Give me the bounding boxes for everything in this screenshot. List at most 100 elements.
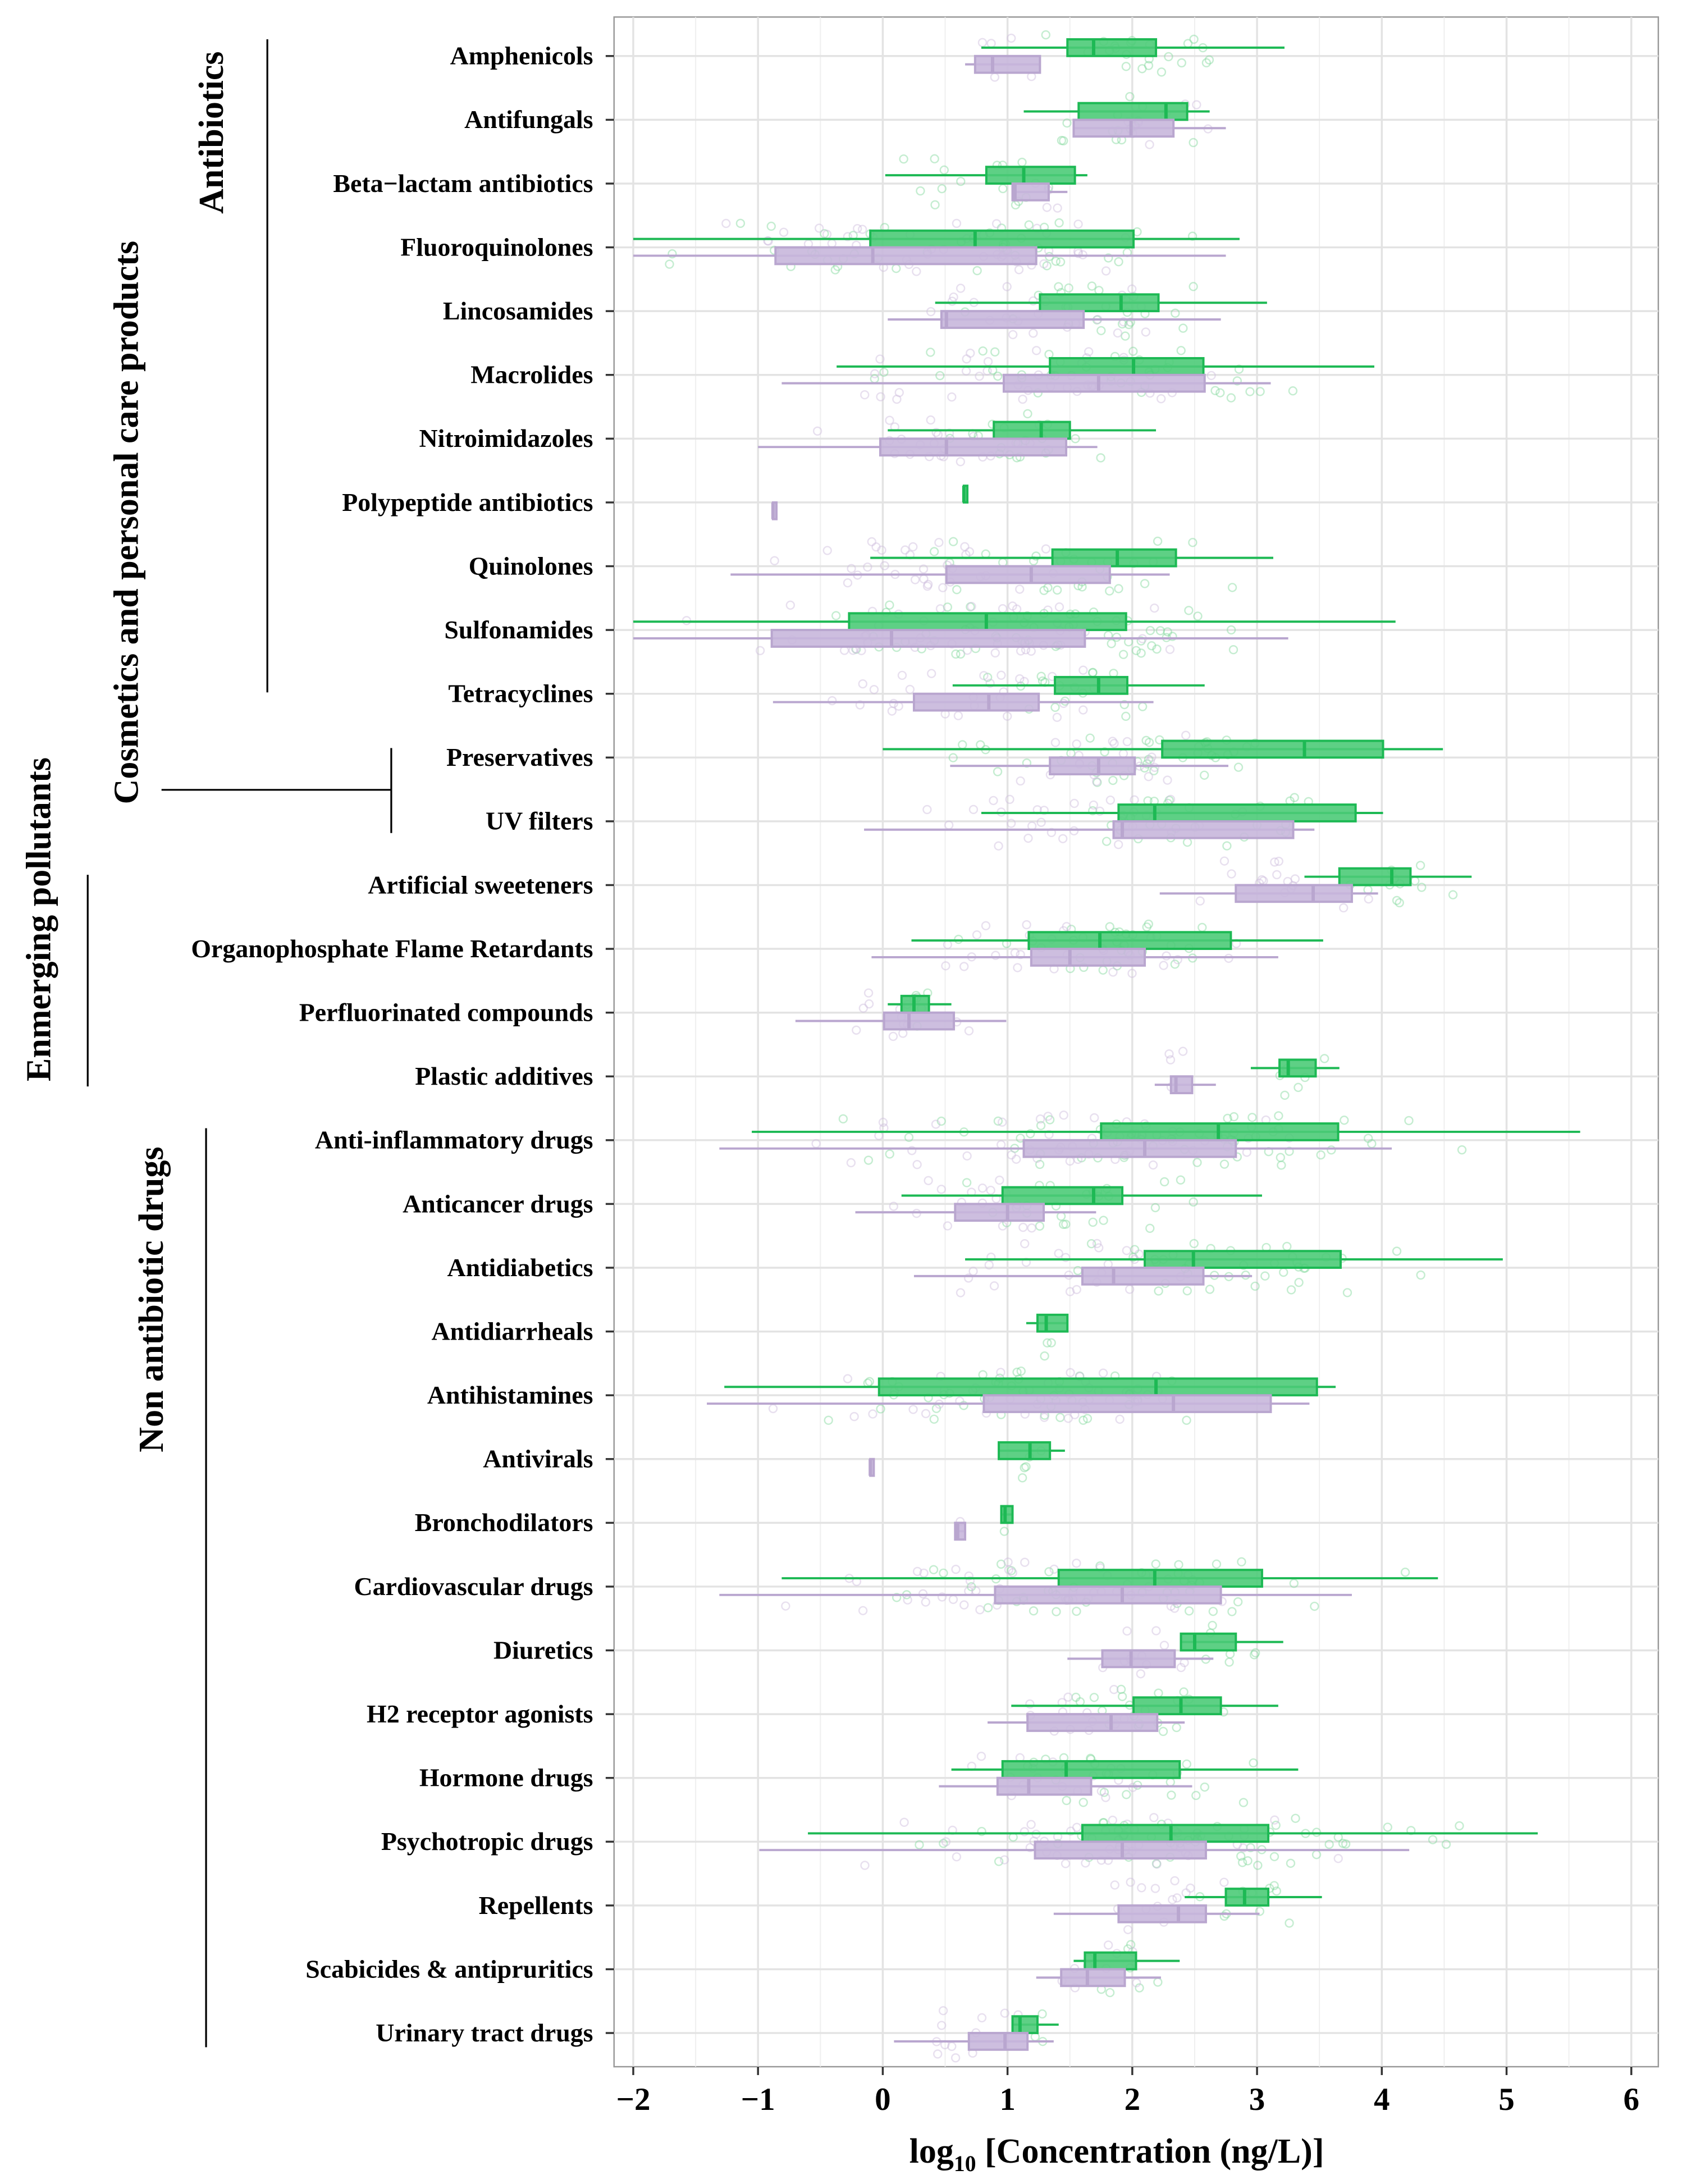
data-point-green xyxy=(929,1414,939,1424)
category-label: H2 receptor agonists xyxy=(367,1699,593,1728)
data-point-purple xyxy=(1127,284,1137,294)
data-point-purple xyxy=(876,392,885,401)
data-point-green xyxy=(936,1116,946,1126)
data-point-purple xyxy=(1013,963,1022,972)
data-point-green xyxy=(1117,1692,1127,1701)
data-point-purple xyxy=(1092,1239,1102,1249)
data-point-purple xyxy=(934,538,944,547)
data-point-purple xyxy=(1050,738,1061,747)
data-point-purple xyxy=(1072,1559,1081,1568)
data-point-green xyxy=(943,602,953,612)
data-point-green xyxy=(926,348,935,357)
data-point-purple xyxy=(858,1606,868,1615)
data-point-purple xyxy=(887,706,897,716)
x-tick-label: 2 xyxy=(1125,2082,1141,2117)
category-label: Antifungals xyxy=(464,105,593,134)
data-point-green xyxy=(1147,641,1157,651)
data-point-green xyxy=(1184,606,1194,615)
data-point-purple xyxy=(922,581,933,591)
data-point-purple xyxy=(1061,1859,1071,1868)
data-point-purple xyxy=(1136,1669,1146,1679)
data-point-purple xyxy=(956,457,966,467)
box-green xyxy=(1001,1760,1181,1779)
category-label: Antidiabetics xyxy=(447,1253,593,1282)
data-point-purple xyxy=(912,267,921,276)
data-point-green xyxy=(1099,1216,1108,1225)
data-point-green xyxy=(1243,1856,1253,1866)
data-point-green xyxy=(1128,1253,1138,1262)
data-point-green xyxy=(1136,636,1146,646)
data-point-green xyxy=(1086,1239,1096,1249)
data-point-purple xyxy=(998,1221,1008,1231)
data-point-green xyxy=(1416,1270,1425,1280)
category-label: Bronchodilators xyxy=(415,1508,593,1537)
data-point-green xyxy=(916,186,925,196)
x-tick-label: −1 xyxy=(741,2082,775,2117)
data-point-green xyxy=(1046,1338,1056,1347)
data-point-purple xyxy=(947,2041,957,2052)
data-point-green xyxy=(1016,1134,1025,1143)
data-point-purple xyxy=(852,1025,861,1035)
category-label: Diuretics xyxy=(493,1635,593,1664)
data-point-purple xyxy=(812,426,822,436)
data-point-green xyxy=(1126,1940,1136,1949)
data-point-green xyxy=(1428,1835,1438,1844)
data-point-purple xyxy=(1073,249,1084,258)
data-point-purple xyxy=(1044,1130,1054,1139)
box-green xyxy=(1132,1696,1222,1716)
data-point-green xyxy=(1152,644,1162,654)
data-point-green xyxy=(1026,1129,1035,1139)
data-point-purple xyxy=(937,1592,947,1602)
data-point-green xyxy=(1071,1692,1081,1702)
data-point-purple xyxy=(1043,1112,1053,1121)
data-point-green xyxy=(983,1603,993,1612)
data-point-green xyxy=(1142,922,1151,932)
data-point-purple xyxy=(926,415,935,425)
data-point-green xyxy=(1144,738,1154,747)
data-point-purple xyxy=(953,711,963,720)
data-point-purple xyxy=(880,561,889,570)
data-point-purple xyxy=(977,1183,988,1193)
data-point-purple xyxy=(1084,347,1094,357)
data-point-purple xyxy=(1016,950,1025,960)
data-point-purple xyxy=(1025,1699,1035,1709)
data-point-purple xyxy=(1270,857,1279,867)
data-point-purple xyxy=(926,307,936,317)
data-point-green xyxy=(994,1857,1004,1866)
data-point-green xyxy=(1140,763,1149,773)
data-point-purple xyxy=(1274,856,1283,866)
data-point-green xyxy=(1182,1286,1192,1296)
data-point-green xyxy=(1017,1473,1027,1483)
data-point-purple xyxy=(908,1405,918,1414)
data-point-green xyxy=(1229,1112,1239,1122)
data-point-purple xyxy=(1094,1243,1104,1253)
box-purple xyxy=(1026,1713,1159,1732)
data-point-green xyxy=(1158,1726,1168,1737)
data-point-green xyxy=(1114,257,1123,267)
data-point-purple xyxy=(1150,603,1159,613)
data-point-purple xyxy=(947,392,957,402)
data-point-purple xyxy=(860,1861,870,1870)
data-point-purple xyxy=(878,1117,888,1127)
data-point-green xyxy=(993,371,1003,381)
x-tick-label: 1 xyxy=(999,2082,1016,2117)
data-point-green xyxy=(930,200,940,210)
data-point-green xyxy=(885,1149,894,1159)
data-point-purple xyxy=(785,600,795,610)
data-point-purple xyxy=(763,236,773,246)
data-point-green xyxy=(1150,1203,1160,1213)
data-point-purple xyxy=(1195,896,1205,906)
data-point-green xyxy=(1035,1159,1045,1169)
data-point-purple xyxy=(755,646,765,655)
data-point-green xyxy=(1193,611,1203,621)
group-label: Antibiotics xyxy=(193,52,231,214)
category-label: Antivirals xyxy=(483,1445,593,1473)
data-point-green xyxy=(1249,1650,1259,1660)
data-point-purple xyxy=(1063,1414,1073,1423)
data-point-green xyxy=(1189,282,1198,291)
box-green xyxy=(1338,867,1412,887)
data-point-green xyxy=(967,1582,976,1592)
box-purple xyxy=(1235,884,1353,903)
box-green xyxy=(998,1441,1052,1460)
category-label: UV filters xyxy=(486,807,593,835)
